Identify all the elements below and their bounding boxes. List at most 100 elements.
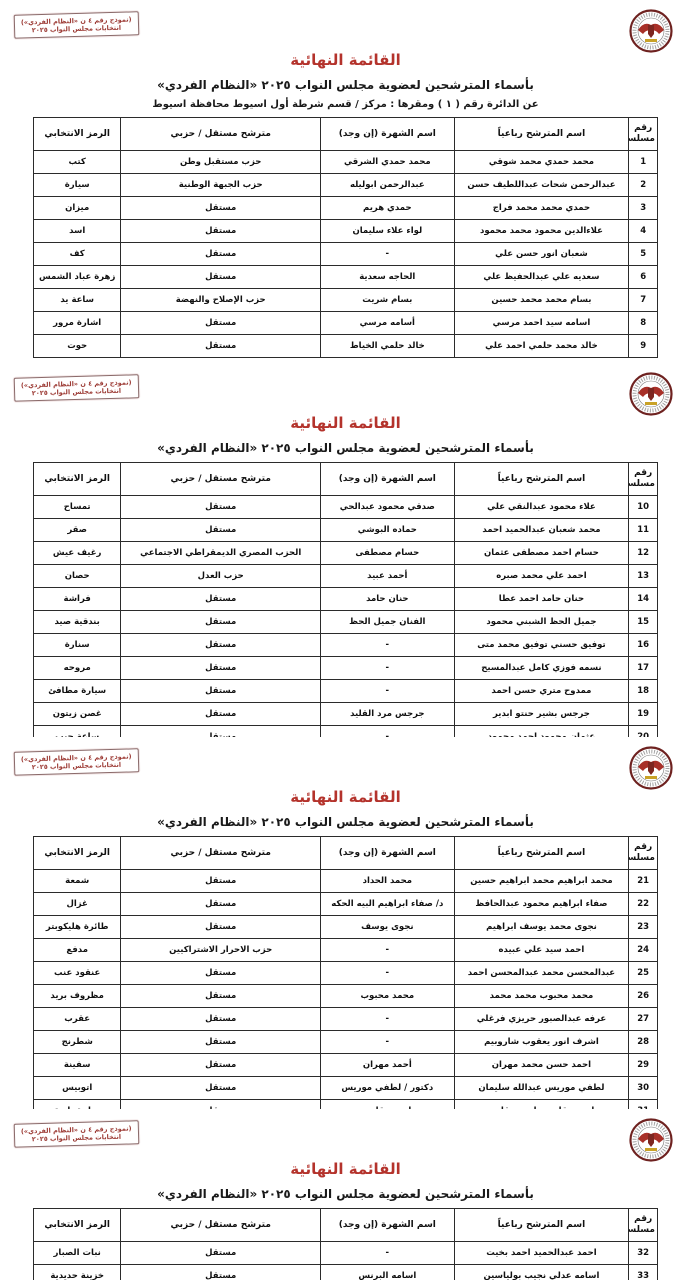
electoral-symbol-cell: طائرة هليكوبتر (32, 915, 122, 939)
candidate-name-cell: لطفي موريس عبدالله سليمان (453, 1076, 630, 1100)
electoral-symbol-cell: صقر (32, 518, 122, 542)
candidate-row: 22 صفاء ابراهيم محمود عبدالحافظ د/ صفاء اب… (32, 892, 658, 916)
party-cell: مستقل (120, 1241, 322, 1265)
candidate-name-cell: محمد ابراهيم محمد ابراهيم حسين (453, 869, 630, 893)
serial-cell: 14 (628, 587, 658, 611)
candidate-name-cell: احمد سيد علي عبيده (453, 938, 630, 962)
candidate-row: 1 محمد حمدي محمد شوقي محمد حمدي الشرقي حزب … (32, 150, 658, 174)
party-cell: مستقل (120, 1076, 322, 1100)
nickname-cell: جرجس مرد القليد (320, 702, 455, 726)
candidate-row: 28 اشرف انور يعقوب شاروبيم - مستقل شطرنج (32, 1030, 658, 1054)
page-2: (نموذج رقم ٤ ن «النظام الفردي») انتخابات… (0, 363, 691, 737)
nickname-cell: أحمد عبيد (320, 564, 455, 588)
page-title: القائمة النهائية (290, 414, 401, 432)
col-party: مترشح مستقل / حزبي (120, 836, 322, 870)
serial-cell: 8 (628, 311, 658, 335)
nea-eagle-seal-icon (629, 9, 673, 53)
stamp-line-2: انتخابات مجلس النواب ٢٠٢٥ (31, 760, 122, 772)
col-party: مترشح مستقل / حزبي (120, 462, 322, 496)
col-name: اسم المترشح رباعياً (453, 1208, 630, 1242)
candidate-row: 5 شعبان انور حسن علي - مستقل كف (32, 242, 658, 266)
candidate-row: 25 عبدالمحسن محمد عبدالمحسن احمد - مستقل عنق… (32, 961, 658, 985)
serial-cell: 24 (628, 938, 658, 962)
serial-cell: 33 (628, 1264, 658, 1280)
nickname-cell: - (320, 725, 455, 737)
candidate-name-cell: سعديه علي عبدالحفيظ علي (453, 265, 630, 289)
page-title: القائمة النهائية (290, 1160, 401, 1178)
page-subtitle: بأسماء المترشحين لعضوية مجلس النواب ٢٠٢٥… (157, 441, 534, 455)
page-3: (نموذج رقم ٤ ن «النظام الفردي») انتخابات… (0, 737, 691, 1109)
party-cell: مستقل (120, 1007, 322, 1031)
candidate-row: 29 احمد حسن محمد مهران أحمد مهران مستقل سفين… (32, 1053, 658, 1077)
electoral-symbol-cell: سنارة (32, 633, 122, 657)
candidate-row: 7 بسام محمد محمد حسين بسام شريت حزب الإصلاح… (32, 288, 658, 312)
candidates-table: رقم مسلسل اسم المترشح رباعياً اسم الشهرة… (32, 836, 658, 1109)
nickname-cell: - (320, 679, 455, 703)
electoral-symbol-cell: حوت (32, 334, 122, 358)
serial-cell: 16 (628, 633, 658, 657)
candidate-row: 20 عثمان محمود احمد محمود - مستقل ساعة جيب (32, 725, 658, 737)
col-symbol: الرمز الانتخابي (32, 117, 122, 151)
col-party: مترشح مستقل / حزبي (120, 117, 322, 151)
party-cell: مستقل (120, 196, 322, 220)
party-cell: مستقل (120, 679, 322, 703)
serial-cell: 29 (628, 1053, 658, 1077)
electoral-symbol-cell: سفينة (32, 1053, 122, 1077)
serial-cell: 27 (628, 1007, 658, 1031)
serial-cell: 1 (628, 150, 658, 174)
nickname-cell: عبدالرحمن ابوليله (320, 173, 455, 197)
candidate-name-cell: عثمان محمود احمد محمود (453, 725, 630, 737)
electoral-symbol-cell: زهرة عباد الشمس (32, 265, 122, 289)
candidate-row: 18 ممدوح متري حسن احمد - مستقل سيارة مطافئ (32, 679, 658, 703)
party-cell: حزب الإصلاح والنهضة (120, 288, 322, 312)
nickname-cell: - (320, 633, 455, 657)
party-cell: مستقل (120, 311, 322, 335)
candidate-row: 23 نجوى محمد يوسف ابراهيم نجوى يوسف مستقل طا… (32, 915, 658, 939)
serial-cell: 23 (628, 915, 658, 939)
party-cell: مستقل (120, 656, 322, 680)
serial-cell: 15 (628, 610, 658, 634)
table-header-row: رقم مسلسل اسم المترشح رباعياً اسم الشهرة… (32, 462, 658, 496)
serial-cell: 9 (628, 334, 658, 358)
electoral-symbol-cell: عنقود عنب (32, 961, 122, 985)
nickname-cell: - (320, 656, 455, 680)
nickname-cell: دكتور / لطفي موريس (320, 1076, 455, 1100)
electoral-symbol-cell: دراجة نارية (32, 1099, 122, 1109)
party-cell: مستقل (120, 961, 322, 985)
nickname-cell: محمد الحداد (320, 869, 455, 893)
serial-cell: 21 (628, 869, 658, 893)
party-cell: مستقل (120, 1053, 322, 1077)
candidate-name-cell: اسامه عدلي نجيب بولياسين (453, 1264, 630, 1280)
col-nickname: اسم الشهرة (إن وجد) (320, 1208, 455, 1242)
nickname-cell: الفنان جميل الحظ (320, 610, 455, 634)
serial-cell: 5 (628, 242, 658, 266)
page-title: القائمة النهائية (290, 51, 401, 69)
candidate-row: 14 حنان حامد احمد عطا حنان حامد مستقل فراشة (32, 587, 658, 611)
candidate-name-cell: نجوى محمد يوسف ابراهيم (453, 915, 630, 939)
serial-cell: 12 (628, 541, 658, 565)
page-subtitle: بأسماء المترشحين لعضوية مجلس النواب ٢٠٢٥… (157, 815, 534, 829)
candidate-row: 19 جرجس بشير حنتو ابدير جرجس مرد القليد مست… (32, 702, 658, 726)
candidate-row: 6 سعديه علي عبدالحفيظ علي الحاجه سعدية مستق… (32, 265, 658, 289)
party-cell: مستقل (120, 610, 322, 634)
serial-cell: 26 (628, 984, 658, 1008)
serial-cell: 10 (628, 495, 658, 519)
candidate-name-cell: احمد عبدالحميد احمد بخيت (453, 1241, 630, 1265)
party-cell: مستقل (120, 1099, 322, 1109)
electoral-symbol-cell: حصان (32, 564, 122, 588)
col-nickname: اسم الشهرة (إن وجد) (320, 462, 455, 496)
electoral-symbol-cell: ساعة يد (32, 288, 122, 312)
nickname-cell: محمد محبوب (320, 984, 455, 1008)
electoral-symbol-cell: اتوبيس (32, 1076, 122, 1100)
stamp-line-2: انتخابات مجلس النواب ٢٠٢٥ (31, 1132, 122, 1144)
party-cell: مستقل (120, 633, 322, 657)
candidate-name-cell: محمد محبوب محمد محمد (453, 984, 630, 1008)
nickname-cell: - (320, 242, 455, 266)
candidates-table: رقم مسلسل اسم المترشح رباعياً اسم الشهرة… (32, 117, 658, 358)
stamp-box: (نموذج رقم ٤ ن «النظام الفردي») انتخابات… (13, 1120, 140, 1148)
serial-cell: 25 (628, 961, 658, 985)
nickname-cell: تادرس قلتس (320, 1099, 455, 1109)
col-party: مترشح مستقل / حزبي (120, 1208, 322, 1242)
candidate-row: 21 محمد ابراهيم محمد ابراهيم حسين محمد الح… (32, 869, 658, 893)
table-header-row: رقم مسلسل اسم المترشح رباعياً اسم الشهرة… (32, 836, 658, 870)
